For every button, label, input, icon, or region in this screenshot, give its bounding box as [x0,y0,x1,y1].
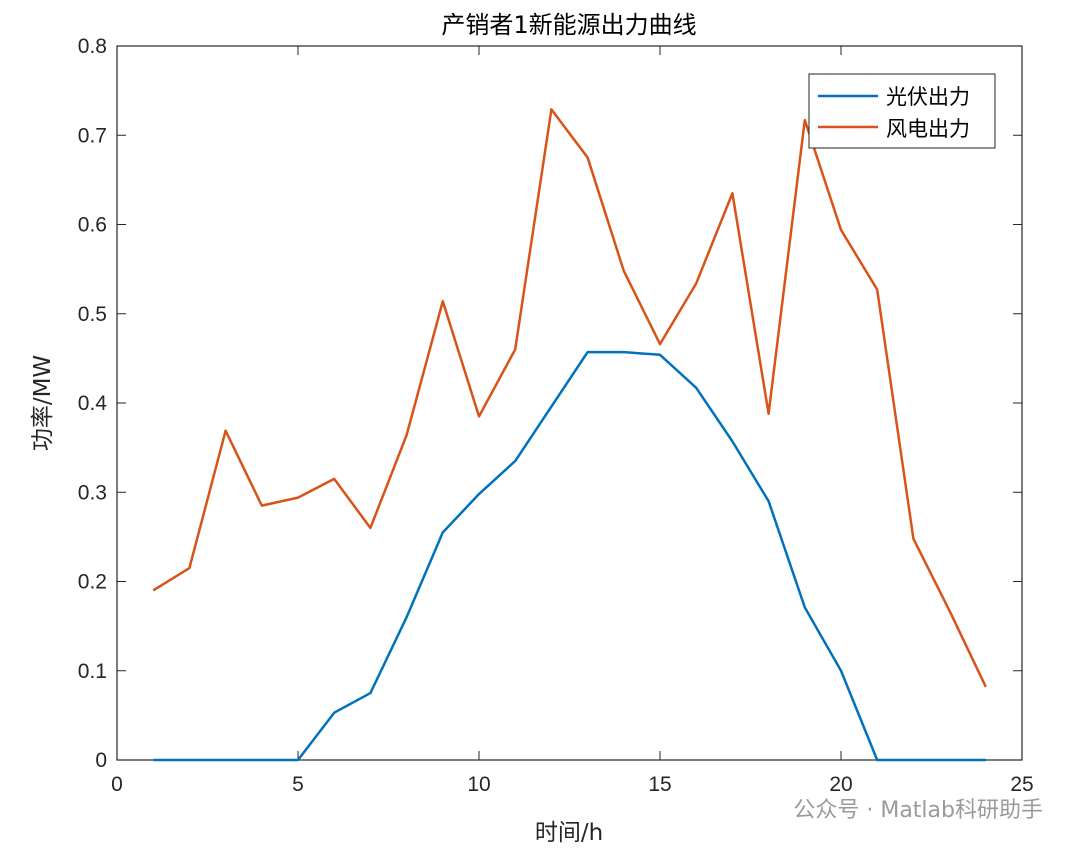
series-line-pv [153,350,986,762]
y-tick-label: 0.4 [78,392,108,415]
y-tick-label: 0.3 [78,481,107,504]
legend-label-pv: 光伏出力 [886,85,970,109]
x-tick-label: 20 [829,773,852,796]
legend: 光伏出力 风电出力 [808,73,996,149]
y-tick-label: 0.8 [78,35,107,58]
legend-box [808,73,996,149]
x-tick-label: 5 [292,773,304,796]
chart-title: 产销者1新能源出力曲线 [441,11,696,39]
series-line-wind [152,108,987,688]
y-tick-label: 0.6 [78,214,107,237]
plot-area [116,45,1023,761]
watermark: 公众号 · Matlab科研助手 [793,798,1043,823]
x-tick-label: 10 [467,773,490,796]
y-tick-label: 0.7 [78,124,107,147]
x-tick-label: 25 [1010,773,1033,796]
x-tick-label: 15 [648,773,671,796]
y-tick-label: 0 [95,749,107,772]
y-tick-label: 0.5 [78,303,107,326]
legend-label-wind: 风电出力 [886,117,970,141]
y-axis-label: 功率/MW [30,355,56,451]
y-tick-label: 0.1 [78,660,107,683]
x-tick-label: 0 [111,773,123,796]
x-axis-label: 时间/h [535,820,603,846]
y-tick-label: 0.2 [78,571,107,594]
